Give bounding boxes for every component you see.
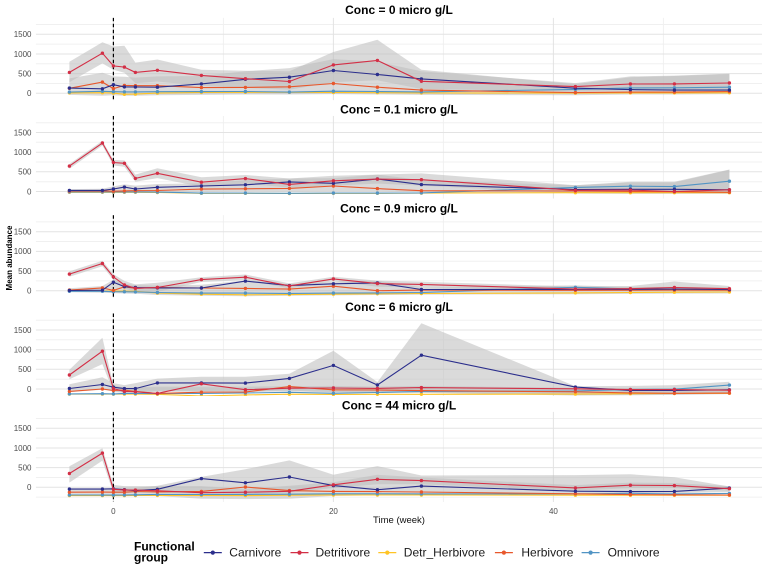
svg-text:500: 500 xyxy=(18,267,32,276)
svg-text:Omnivore: Omnivore xyxy=(608,546,660,560)
svg-text:0: 0 xyxy=(27,287,32,296)
svg-text:0: 0 xyxy=(27,187,32,196)
svg-text:Mean abundance: Mean abundance xyxy=(5,225,14,290)
svg-text:1500: 1500 xyxy=(14,326,32,335)
svg-text:0: 0 xyxy=(27,89,32,98)
svg-text:Carnivore: Carnivore xyxy=(229,546,281,560)
svg-text:Detritivore: Detritivore xyxy=(316,546,371,560)
svg-text:1000: 1000 xyxy=(14,50,32,59)
svg-text:Conc = 0 micro g/L: Conc = 0 micro g/L xyxy=(345,3,453,17)
svg-text:Detr_Herbivore: Detr_Herbivore xyxy=(404,546,486,560)
svg-text:20: 20 xyxy=(329,507,338,516)
svg-text:group: group xyxy=(134,551,168,565)
svg-text:1500: 1500 xyxy=(14,228,32,237)
svg-text:Time (week): Time (week) xyxy=(373,515,425,526)
svg-text:0: 0 xyxy=(27,385,32,394)
svg-text:Functional: Functional xyxy=(134,540,195,554)
svg-text:500: 500 xyxy=(18,168,32,177)
svg-text:1000: 1000 xyxy=(14,148,32,157)
svg-text:1500: 1500 xyxy=(14,424,32,433)
svg-text:1000: 1000 xyxy=(14,444,32,453)
svg-text:0: 0 xyxy=(111,507,116,516)
svg-text:1500: 1500 xyxy=(14,30,32,39)
svg-text:500: 500 xyxy=(18,365,32,374)
svg-text:Conc = 0.9 micro g/L: Conc = 0.9 micro g/L xyxy=(340,202,458,216)
svg-text:Herbivore: Herbivore xyxy=(521,546,573,560)
svg-text:500: 500 xyxy=(18,69,32,78)
svg-text:1000: 1000 xyxy=(14,346,32,355)
svg-text:1000: 1000 xyxy=(14,247,32,256)
svg-text:0: 0 xyxy=(27,483,32,492)
svg-text:Conc = 6 micro g/L: Conc = 6 micro g/L xyxy=(345,300,453,314)
svg-text:Conc = 44 micro g/L: Conc = 44 micro g/L xyxy=(342,398,456,412)
svg-text:500: 500 xyxy=(18,463,32,472)
svg-text:40: 40 xyxy=(549,507,558,516)
svg-text:1500: 1500 xyxy=(14,128,32,137)
svg-text:Conc = 0.1 micro g/L: Conc = 0.1 micro g/L xyxy=(340,103,458,117)
